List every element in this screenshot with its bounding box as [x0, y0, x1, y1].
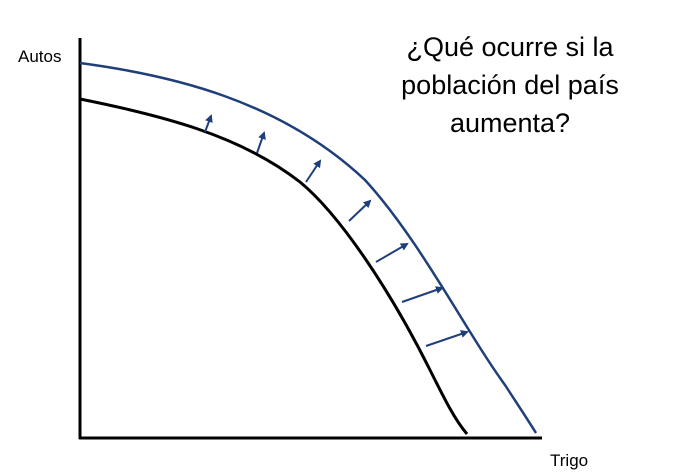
- shift-arrows: [204, 114, 469, 347]
- question-line: población del país: [401, 70, 619, 100]
- shift-arrow: [348, 199, 372, 222]
- x-axis-label: Trigo: [550, 451, 588, 470]
- expanded-frontier-curve: [79, 61, 538, 434]
- question-text: ¿Qué ocurre si la población del país aum…: [360, 28, 660, 142]
- shift-arrow: [375, 242, 409, 263]
- question-line: aumenta?: [449, 108, 571, 138]
- shift-arrow: [425, 330, 469, 347]
- shift-arrow: [401, 286, 444, 303]
- question-line: ¿Qué ocurre si la: [406, 32, 614, 62]
- shift-arrow: [204, 114, 213, 133]
- shift-arrow: [305, 159, 322, 183]
- shift-arrow: [256, 131, 266, 154]
- y-axis-label: Autos: [18, 47, 61, 66]
- original-frontier-curve: [79, 97, 469, 435]
